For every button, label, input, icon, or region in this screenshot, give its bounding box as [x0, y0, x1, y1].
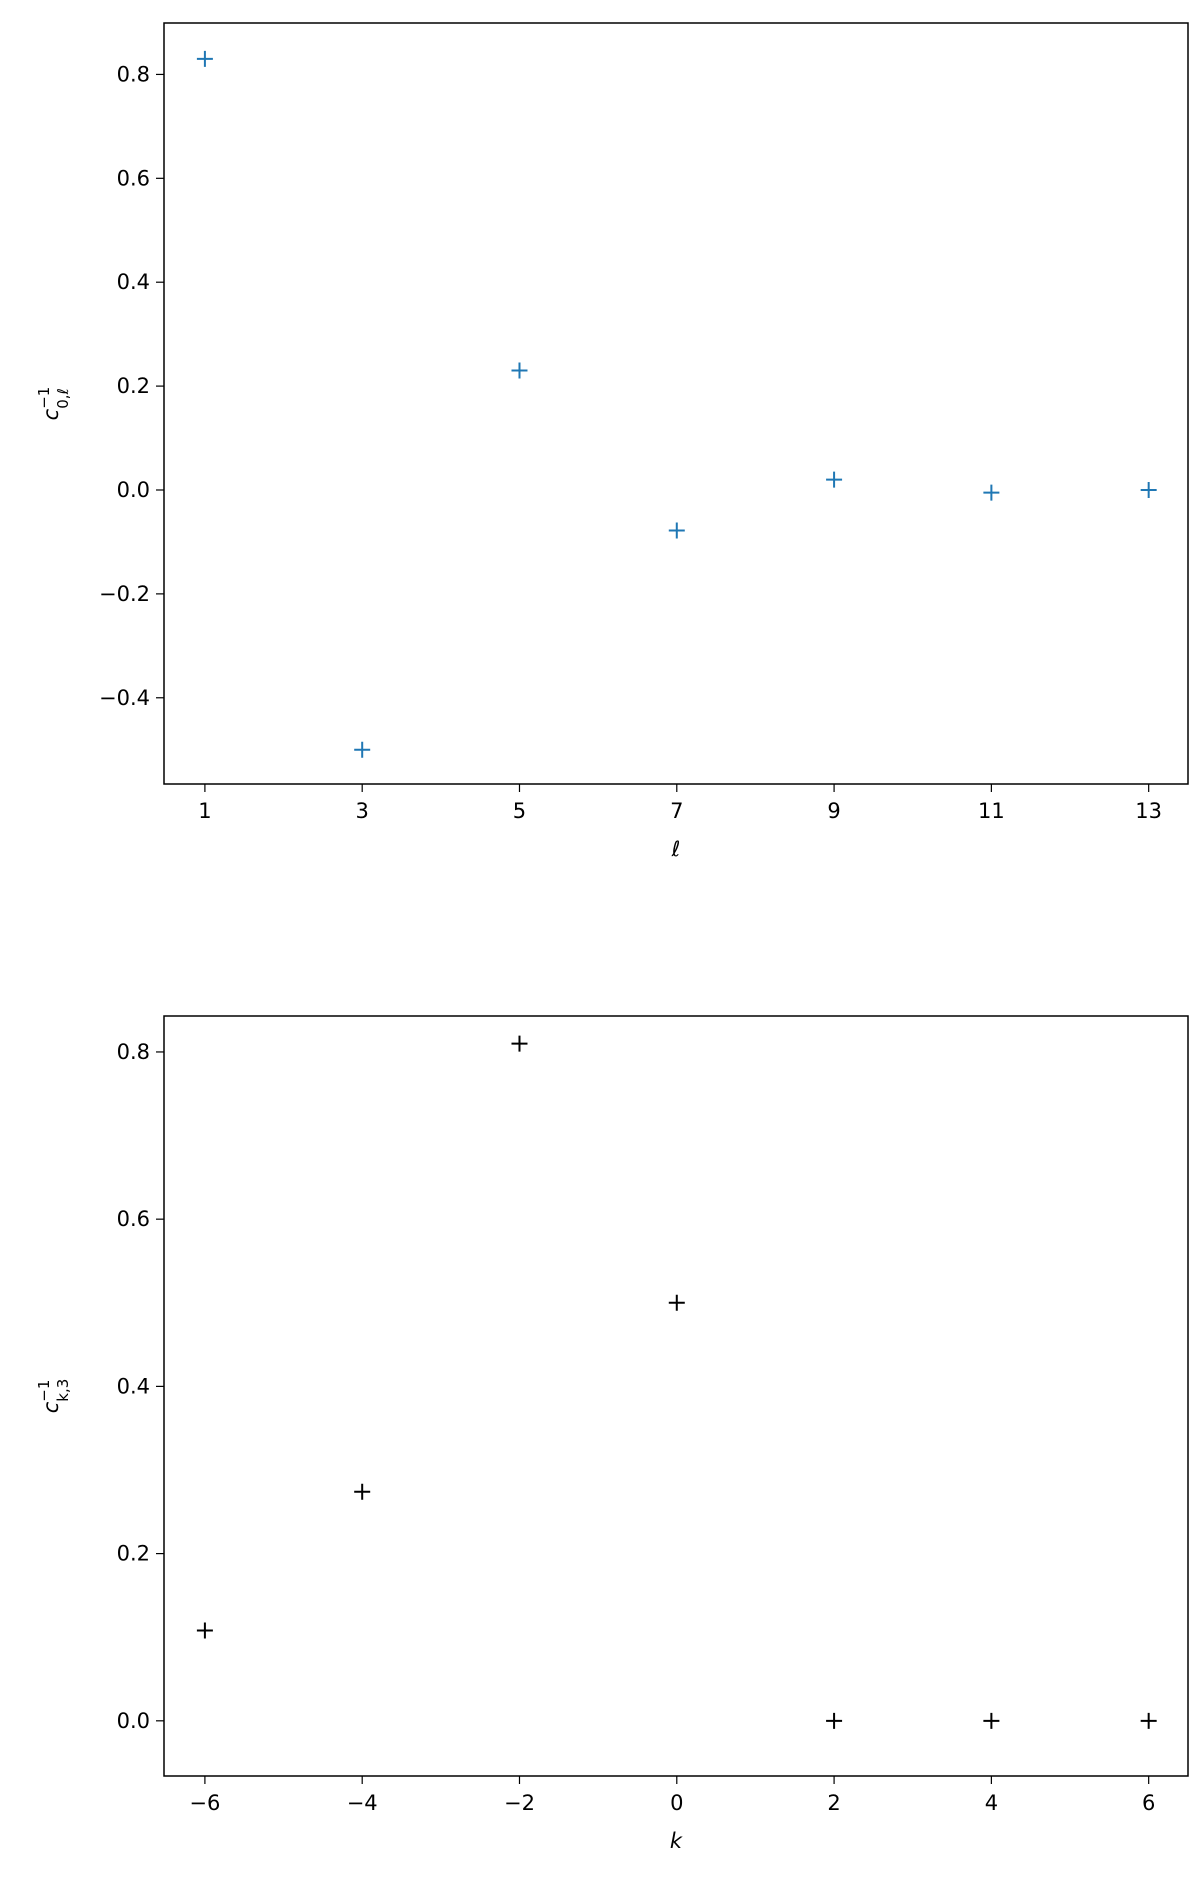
- y-label-sub: 0,ℓ: [54, 388, 72, 409]
- axes-frame: [163, 22, 1189, 785]
- marker: [668, 1294, 685, 1311]
- x-axis-label: k: [670, 1829, 683, 1853]
- x-tick-label: 2: [827, 1791, 840, 1815]
- marker: [196, 50, 213, 67]
- marker: [354, 741, 371, 758]
- y-label-sub: k,3: [54, 1379, 72, 1402]
- marker: [668, 522, 685, 539]
- y-tick-label: 0.6: [117, 166, 150, 190]
- marker: [511, 362, 528, 379]
- marker: [983, 484, 1000, 501]
- x-tick-label: −6: [189, 1791, 220, 1815]
- y-label-base: c: [39, 408, 63, 420]
- marker: [196, 1622, 213, 1639]
- x-tick-label: 1: [198, 799, 211, 823]
- x-tick-label: 7: [670, 799, 683, 823]
- y-tick-label: 0.8: [117, 1040, 150, 1064]
- subplot: −6 −4 −2 0 2 4 6 0.0 0.2 0.4 0.6 0.8 k c−1k,3: [35, 1015, 1189, 1853]
- x-tick-label: 13: [1135, 799, 1162, 823]
- x-tick-label: 11: [978, 799, 1005, 823]
- x-tick-label: 3: [356, 799, 369, 823]
- marker: [826, 471, 843, 488]
- y-tick-label: 0.2: [117, 1542, 150, 1566]
- x-tick-label: 4: [985, 1791, 998, 1815]
- x-tick-label: 6: [1142, 1791, 1155, 1815]
- x-axis-label: ℓ: [671, 837, 681, 861]
- x-tick-label: 9: [827, 799, 840, 823]
- y-axis-label: c−1k,3: [35, 1379, 72, 1414]
- y-tick-label: 0.4: [117, 270, 150, 294]
- marker: [354, 1483, 371, 1500]
- y-tick-label: 0.4: [117, 1374, 150, 1398]
- y-label-sup: −1: [35, 1380, 53, 1402]
- marker: [1140, 1712, 1157, 1729]
- axes-frame: [163, 1015, 1189, 1777]
- y-label-sup: −1: [35, 387, 53, 409]
- y-tick-label: 0.8: [117, 62, 150, 86]
- x-tick-label: −4: [347, 1791, 378, 1815]
- marker: [1140, 481, 1157, 498]
- y-tick-label: 0.0: [117, 1709, 150, 1733]
- marker: [826, 1712, 843, 1729]
- y-label-base: c: [39, 1401, 63, 1413]
- marker: [511, 1035, 528, 1052]
- y-tick-label: 0.6: [117, 1207, 150, 1231]
- y-axis-label: c−10,ℓ: [35, 387, 72, 421]
- y-tick-label: −0.4: [99, 686, 150, 710]
- y-tick-label: 0.2: [117, 374, 150, 398]
- marker: [983, 1712, 1000, 1729]
- x-tick-label: 5: [513, 799, 526, 823]
- subplot: 1 3 5 7 9 11 13−0.4−0.20.00.20.40.60.8ℓc−10,ℓ: [35, 22, 1189, 861]
- x-tick-label: −2: [504, 1791, 535, 1815]
- x-tick-label: 0: [670, 1791, 683, 1815]
- y-tick-label: 0.0: [117, 478, 150, 502]
- y-tick-label: −0.2: [99, 582, 150, 606]
